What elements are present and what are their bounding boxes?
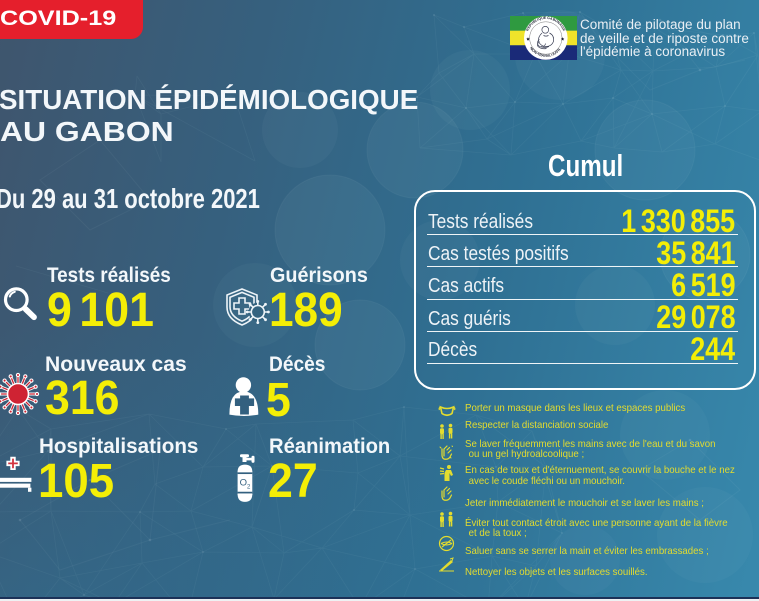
svg-text:O: O	[240, 478, 247, 489]
svg-text:2: 2	[247, 485, 251, 491]
